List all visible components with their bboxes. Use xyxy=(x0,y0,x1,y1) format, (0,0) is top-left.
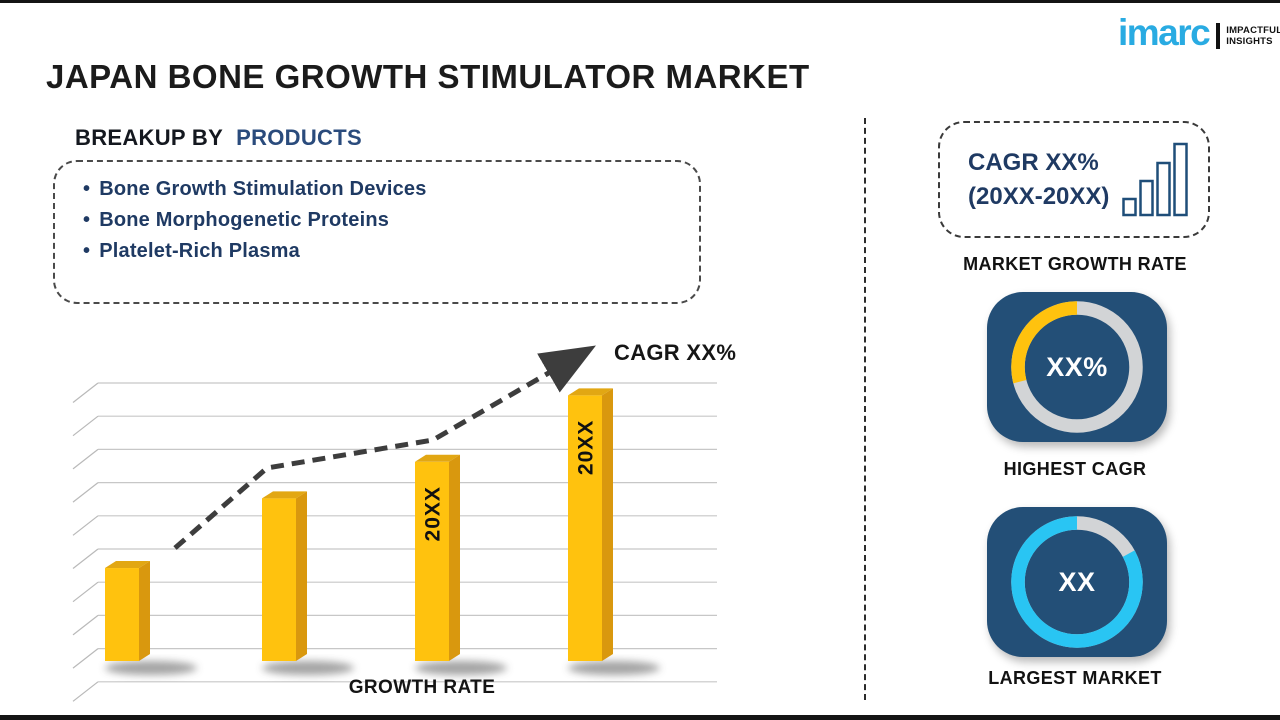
logo-tagline: IMPACTFUL INSIGHTS xyxy=(1226,25,1280,47)
section-divider xyxy=(864,118,866,700)
largest-market-donut-icon xyxy=(1011,516,1143,648)
product-item-2: Bone Morphogenetic Proteins xyxy=(83,205,699,236)
product-breakup-box: Bone Growth Stimulation Devices Bone Mor… xyxy=(53,160,701,304)
top-border xyxy=(0,0,1280,3)
x-axis-label: GROWTH RATE xyxy=(348,677,496,698)
bottom-border xyxy=(0,715,1280,720)
logo-tagline-line1: IMPACTFUL xyxy=(1226,25,1280,36)
cagr-summary-text: CAGR XX% (20XX-20XX) xyxy=(968,146,1109,214)
bar-year-label: 20XX xyxy=(422,486,445,541)
bar-1 xyxy=(105,568,139,661)
cagr-period-line: (20XX-20XX) xyxy=(968,182,1110,210)
bar-3 xyxy=(415,461,449,661)
highest-cagr-donut-icon xyxy=(1011,301,1143,433)
logo-divider xyxy=(1216,23,1221,49)
product-list: Bone Growth Stimulation Devices Bone Mor… xyxy=(55,174,699,267)
bar-year-label: 20XX xyxy=(575,420,598,475)
page-title: JAPAN BONE GROWTH STIMULATOR MARKET xyxy=(46,58,810,95)
largest-market-caption: LARGEST MARKET xyxy=(988,668,1162,688)
logo-tagline-line2: INSIGHTS xyxy=(1226,36,1273,47)
logo-wordmark: imarc xyxy=(1118,12,1211,53)
largest-market-card: XX xyxy=(987,507,1167,657)
trend-arrow xyxy=(173,345,596,550)
cagr-value-line: CAGR XX% xyxy=(968,148,1099,176)
product-item-1: Bone Growth Stimulation Devices xyxy=(83,174,699,205)
growth-bar-chart: 20XX 20XX xyxy=(72,345,717,702)
chart-gridlines xyxy=(72,382,717,702)
highest-cagr-caption: HIGHEST CAGR xyxy=(1003,459,1147,479)
bar-4 xyxy=(568,395,602,661)
breakup-heading-highlight: PRODUCTS xyxy=(236,125,362,150)
trend-cagr-label: CAGR XX% xyxy=(614,340,737,365)
highest-cagr-value: XX% xyxy=(1046,351,1108,382)
imarc-logo: imarc IMPACTFUL INSIGHTS xyxy=(1118,14,1280,52)
bar-chart-icon xyxy=(1122,142,1188,217)
breakup-heading-prefix: BREAKUP BY xyxy=(75,125,223,150)
largest-market-value: XX xyxy=(1058,566,1096,597)
highest-cagr-card: XX% xyxy=(987,292,1167,442)
cagr-summary-box: CAGR XX% (20XX-20XX) xyxy=(938,121,1210,238)
chart-bars: 20XX 20XX xyxy=(105,388,660,675)
bar-2 xyxy=(262,498,296,661)
market-growth-rate-caption: MARKET GROWTH RATE xyxy=(963,254,1187,274)
breakup-heading: BREAKUP BY PRODUCTS xyxy=(75,125,362,151)
product-item-3: Platelet-Rich Plasma xyxy=(83,236,699,267)
